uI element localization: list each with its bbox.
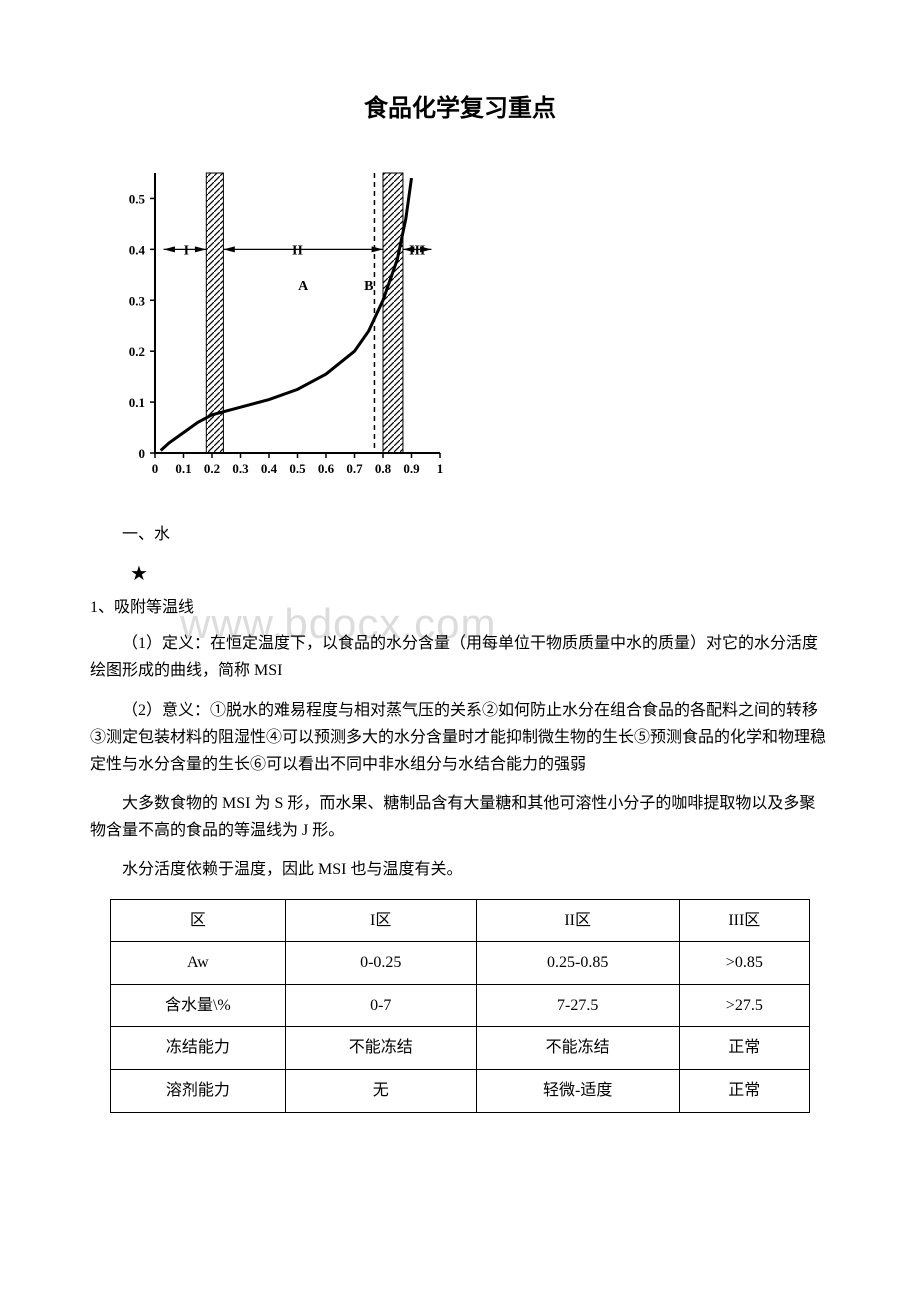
svg-text:0.5: 0.5 <box>129 192 146 207</box>
table-cell: 不能冻结 <box>476 1027 679 1070</box>
page-title: 食品化学复习重点 <box>90 90 830 128</box>
svg-text:0: 0 <box>139 446 146 461</box>
svg-text:II: II <box>292 244 303 259</box>
table-row: 含水量\%0-77-27.5>27.5 <box>111 984 810 1027</box>
table-cell: 0-0.25 <box>285 942 476 985</box>
item-1: 1、吸附等温线 www.bdocx.com <box>90 595 830 621</box>
svg-text:0.4: 0.4 <box>261 461 278 476</box>
table-row: 溶剂能力无轻微-适度正常 <box>111 1070 810 1113</box>
table-cell: 0.25-0.85 <box>476 942 679 985</box>
table-row: Aw0-0.250.25-0.85>0.85 <box>111 942 810 985</box>
svg-text:III: III <box>409 244 425 259</box>
svg-text:0.5: 0.5 <box>289 461 306 476</box>
table-cell: 7-27.5 <box>476 984 679 1027</box>
svg-text:B: B <box>364 279 373 294</box>
svg-text:0.8: 0.8 <box>375 461 392 476</box>
svg-text:0.1: 0.1 <box>129 395 145 410</box>
table-cell: >27.5 <box>679 984 809 1027</box>
item-1-text: 1、吸附等温线 <box>90 599 194 616</box>
section-header: 一、水 <box>90 522 830 548</box>
table-cell: Aw <box>111 942 286 985</box>
table-header-cell: 区 <box>111 899 286 942</box>
table-header-cell: I区 <box>285 899 476 942</box>
table-header-cell: III区 <box>679 899 809 942</box>
svg-text:0.2: 0.2 <box>129 345 145 360</box>
svg-text:0.3: 0.3 <box>129 294 146 309</box>
svg-text:A: A <box>298 279 309 294</box>
paragraph-3: 大多数食物的 MSI 为 S 形，而水果、糖制品含有大量糖和其他可溶性小分子的咖… <box>90 790 830 844</box>
paragraph-4: 水分活度依赖于温度，因此 MSI 也与温度有关。 <box>90 856 830 883</box>
table-cell: 溶剂能力 <box>111 1070 286 1113</box>
svg-text:0.1: 0.1 <box>175 461 191 476</box>
svg-text:0: 0 <box>152 461 159 476</box>
svg-text:0.7: 0.7 <box>346 461 363 476</box>
table-cell: >0.85 <box>679 942 809 985</box>
svg-text:1: 1 <box>437 461 444 476</box>
star-marker: ★ <box>130 558 830 590</box>
msi-chart: IIIIIIAB00.10.20.30.40.50.60.70.80.9100.… <box>100 158 830 507</box>
paragraph-2: （2）意义：①脱水的难易程度与相对蒸气压的关系②如何防止水分在组合食品的各配料之… <box>90 697 830 779</box>
table-cell: 0-7 <box>285 984 476 1027</box>
msi-table: 区I区II区III区Aw0-0.250.25-0.85>0.85含水量\%0-7… <box>90 899 830 1113</box>
svg-text:0.3: 0.3 <box>232 461 249 476</box>
table-cell: 冻结能力 <box>111 1027 286 1070</box>
svg-text:0.4: 0.4 <box>129 243 146 258</box>
table-header-cell: II区 <box>476 899 679 942</box>
table-cell: 正常 <box>679 1070 809 1113</box>
table-cell: 轻微-适度 <box>476 1070 679 1113</box>
svg-text:0.9: 0.9 <box>403 461 420 476</box>
paragraph-1: （1）定义：在恒定温度下，以食品的水分含量（用每单位干物质质量中水的质量）对它的… <box>90 630 830 684</box>
table-cell: 无 <box>285 1070 476 1113</box>
table-cell: 含水量\% <box>111 984 286 1027</box>
table-cell: 不能冻结 <box>285 1027 476 1070</box>
svg-text:0.2: 0.2 <box>204 461 220 476</box>
svg-text:I: I <box>184 244 189 259</box>
table-cell: 正常 <box>679 1027 809 1070</box>
table-row: 冻结能力不能冻结不能冻结正常 <box>111 1027 810 1070</box>
svg-text:0.6: 0.6 <box>318 461 335 476</box>
